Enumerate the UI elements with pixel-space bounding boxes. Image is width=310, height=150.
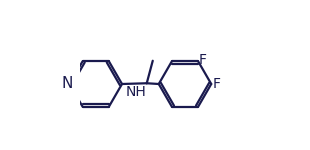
- Text: N: N: [61, 76, 73, 92]
- Text: F: F: [199, 53, 207, 67]
- Text: NH: NH: [126, 85, 147, 99]
- Text: F: F: [213, 77, 221, 91]
